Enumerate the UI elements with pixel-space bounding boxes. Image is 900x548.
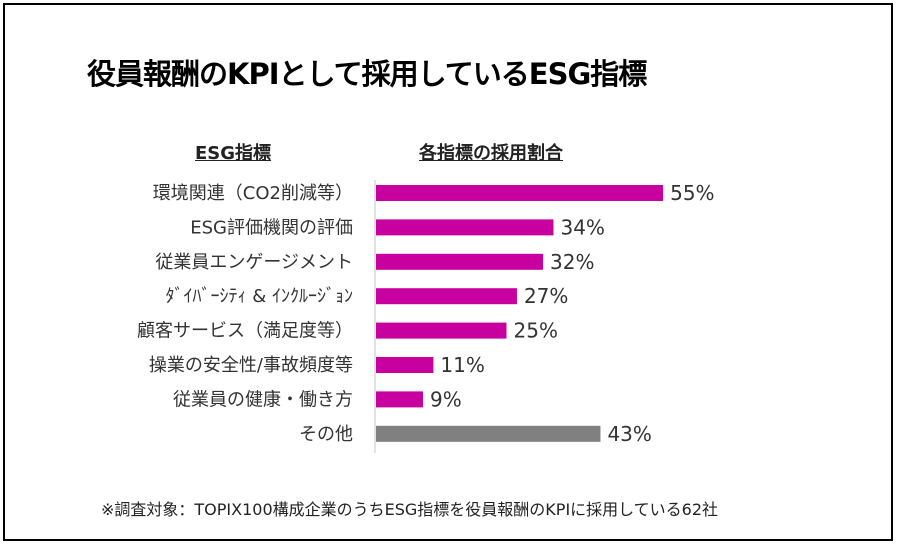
category-label: 従業員の健康・働き方 [173, 389, 353, 410]
data-label: 32% [550, 250, 594, 274]
category-label: 顧客サービス（満足度等） [137, 321, 353, 342]
value-header: 各指標の採用割合 [419, 143, 563, 164]
data-label: 34% [560, 215, 604, 239]
data-label: 55% [670, 181, 714, 205]
category-label: その他 [299, 424, 353, 445]
data-label: 25% [514, 319, 558, 343]
data-label: 27% [524, 284, 568, 308]
category-label: ESG評価機関の評価 [190, 217, 353, 238]
category-header: ESG指標 [195, 143, 272, 164]
bar [376, 253, 544, 270]
category-label: 従業員エンゲージメント [155, 252, 353, 273]
footnote: ※調査対象：TOPIX100構成企業のうちESG指標を役員報酬のKPIに採用して… [101, 500, 719, 519]
chart-frame: 役員報酬のKPIとして採用しているESG指標 ESG指標 各指標の採用割合 環境… [3, 3, 893, 541]
data-label: 43% [607, 422, 651, 446]
bar-chart: 環境関連（CO2削減等） 55% ESG評価機関の評価 34% 従業員エンゲージメント 3… [137, 180, 715, 453]
category-label: 環境関連（CO2削減等） [153, 183, 353, 204]
data-label: 9% [430, 387, 462, 411]
category-label: ﾀﾞｲﾊﾞｰｼﾃｨ & ｲﾝｸﾙｰｼﾞｮﾝ [166, 286, 353, 307]
bar [376, 219, 554, 236]
bar [376, 391, 423, 408]
bar [376, 322, 507, 339]
bar [376, 288, 517, 305]
chart-title: 役員報酬のKPIとして採用しているESG指標 [87, 57, 647, 91]
data-label: 11% [440, 353, 484, 377]
bar [376, 357, 434, 373]
bar [376, 425, 601, 442]
category-label: 操業の安全性/事故頻度等 [149, 355, 353, 376]
bar [376, 185, 664, 201]
